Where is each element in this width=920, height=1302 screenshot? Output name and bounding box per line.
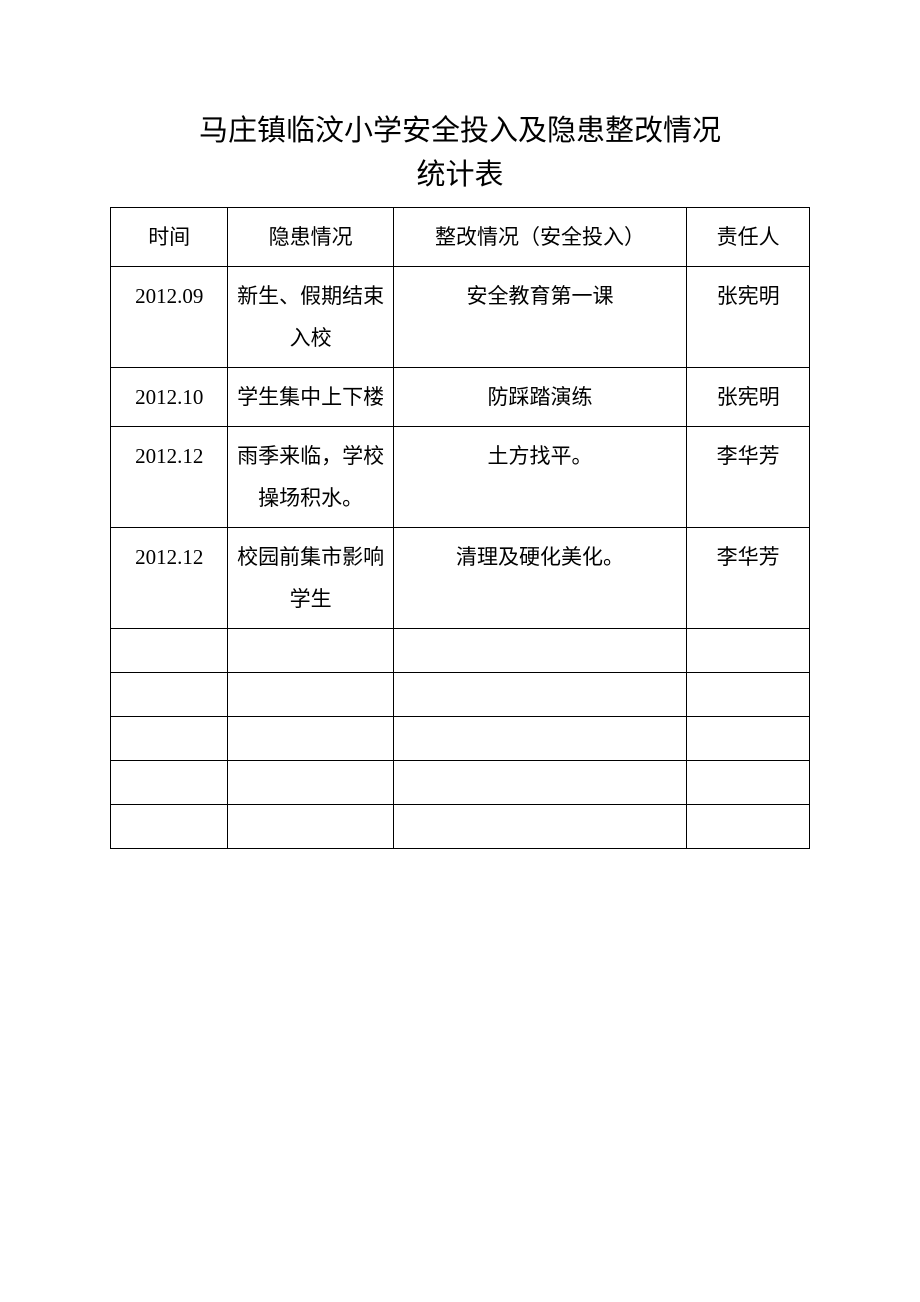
empty-cell: [228, 761, 393, 805]
table-empty-row: [111, 673, 810, 717]
empty-cell: [687, 629, 810, 673]
cell-rectify: 土方找平。: [393, 427, 686, 528]
empty-cell: [393, 717, 686, 761]
header-person: 责任人: [687, 208, 810, 267]
empty-cell: [687, 805, 810, 849]
title-line-2: 统计表: [110, 154, 810, 198]
cell-time: 2012.10: [111, 368, 228, 427]
table-empty-row: [111, 629, 810, 673]
cell-time: 2012.12: [111, 427, 228, 528]
cell-time: 2012.09: [111, 267, 228, 368]
empty-cell: [111, 805, 228, 849]
empty-cell: [111, 629, 228, 673]
empty-cell: [393, 673, 686, 717]
empty-cell: [111, 761, 228, 805]
empty-cell: [393, 629, 686, 673]
empty-cell: [111, 717, 228, 761]
header-time: 时间: [111, 208, 228, 267]
empty-cell: [228, 629, 393, 673]
table-empty-row: [111, 761, 810, 805]
cell-hazard: 学生集中上下楼: [228, 368, 393, 427]
cell-rectify: 清理及硬化美化。: [393, 528, 686, 629]
empty-cell: [687, 761, 810, 805]
table-empty-row: [111, 717, 810, 761]
cell-time: 2012.12: [111, 528, 228, 629]
cell-person: 张宪明: [687, 368, 810, 427]
table-empty-row: [111, 805, 810, 849]
cell-rectify: 防踩踏演练: [393, 368, 686, 427]
cell-hazard: 新生、假期结束入校: [228, 267, 393, 368]
empty-cell: [228, 673, 393, 717]
header-rectify: 整改情况（安全投入）: [393, 208, 686, 267]
table-row: 2012.10 学生集中上下楼 防踩踏演练 张宪明: [111, 368, 810, 427]
empty-cell: [687, 673, 810, 717]
table-header-row: 时间 隐患情况 整改情况（安全投入） 责任人: [111, 208, 810, 267]
title-line-1: 马庄镇临汶小学安全投入及隐患整改情况: [110, 110, 810, 154]
empty-cell: [393, 761, 686, 805]
empty-cell: [228, 805, 393, 849]
cell-person: 李华芳: [687, 427, 810, 528]
statistics-table: 时间 隐患情况 整改情况（安全投入） 责任人 2012.09 新生、假期结束入校…: [110, 207, 810, 849]
cell-hazard: 校园前集市影响学生: [228, 528, 393, 629]
table-row: 2012.12 雨季来临，学校操场积水。 土方找平。 李华芳: [111, 427, 810, 528]
empty-cell: [111, 673, 228, 717]
table-row: 2012.09 新生、假期结束入校 安全教育第一课 张宪明: [111, 267, 810, 368]
cell-rectify: 安全教育第一课: [393, 267, 686, 368]
cell-person: 张宪明: [687, 267, 810, 368]
table-row: 2012.12 校园前集市影响学生 清理及硬化美化。 李华芳: [111, 528, 810, 629]
cell-hazard: 雨季来临，学校操场积水。: [228, 427, 393, 528]
empty-cell: [687, 717, 810, 761]
document-title: 马庄镇临汶小学安全投入及隐患整改情况 统计表: [110, 110, 810, 197]
empty-cell: [228, 717, 393, 761]
cell-person: 李华芳: [687, 528, 810, 629]
header-hazard: 隐患情况: [228, 208, 393, 267]
empty-cell: [393, 805, 686, 849]
